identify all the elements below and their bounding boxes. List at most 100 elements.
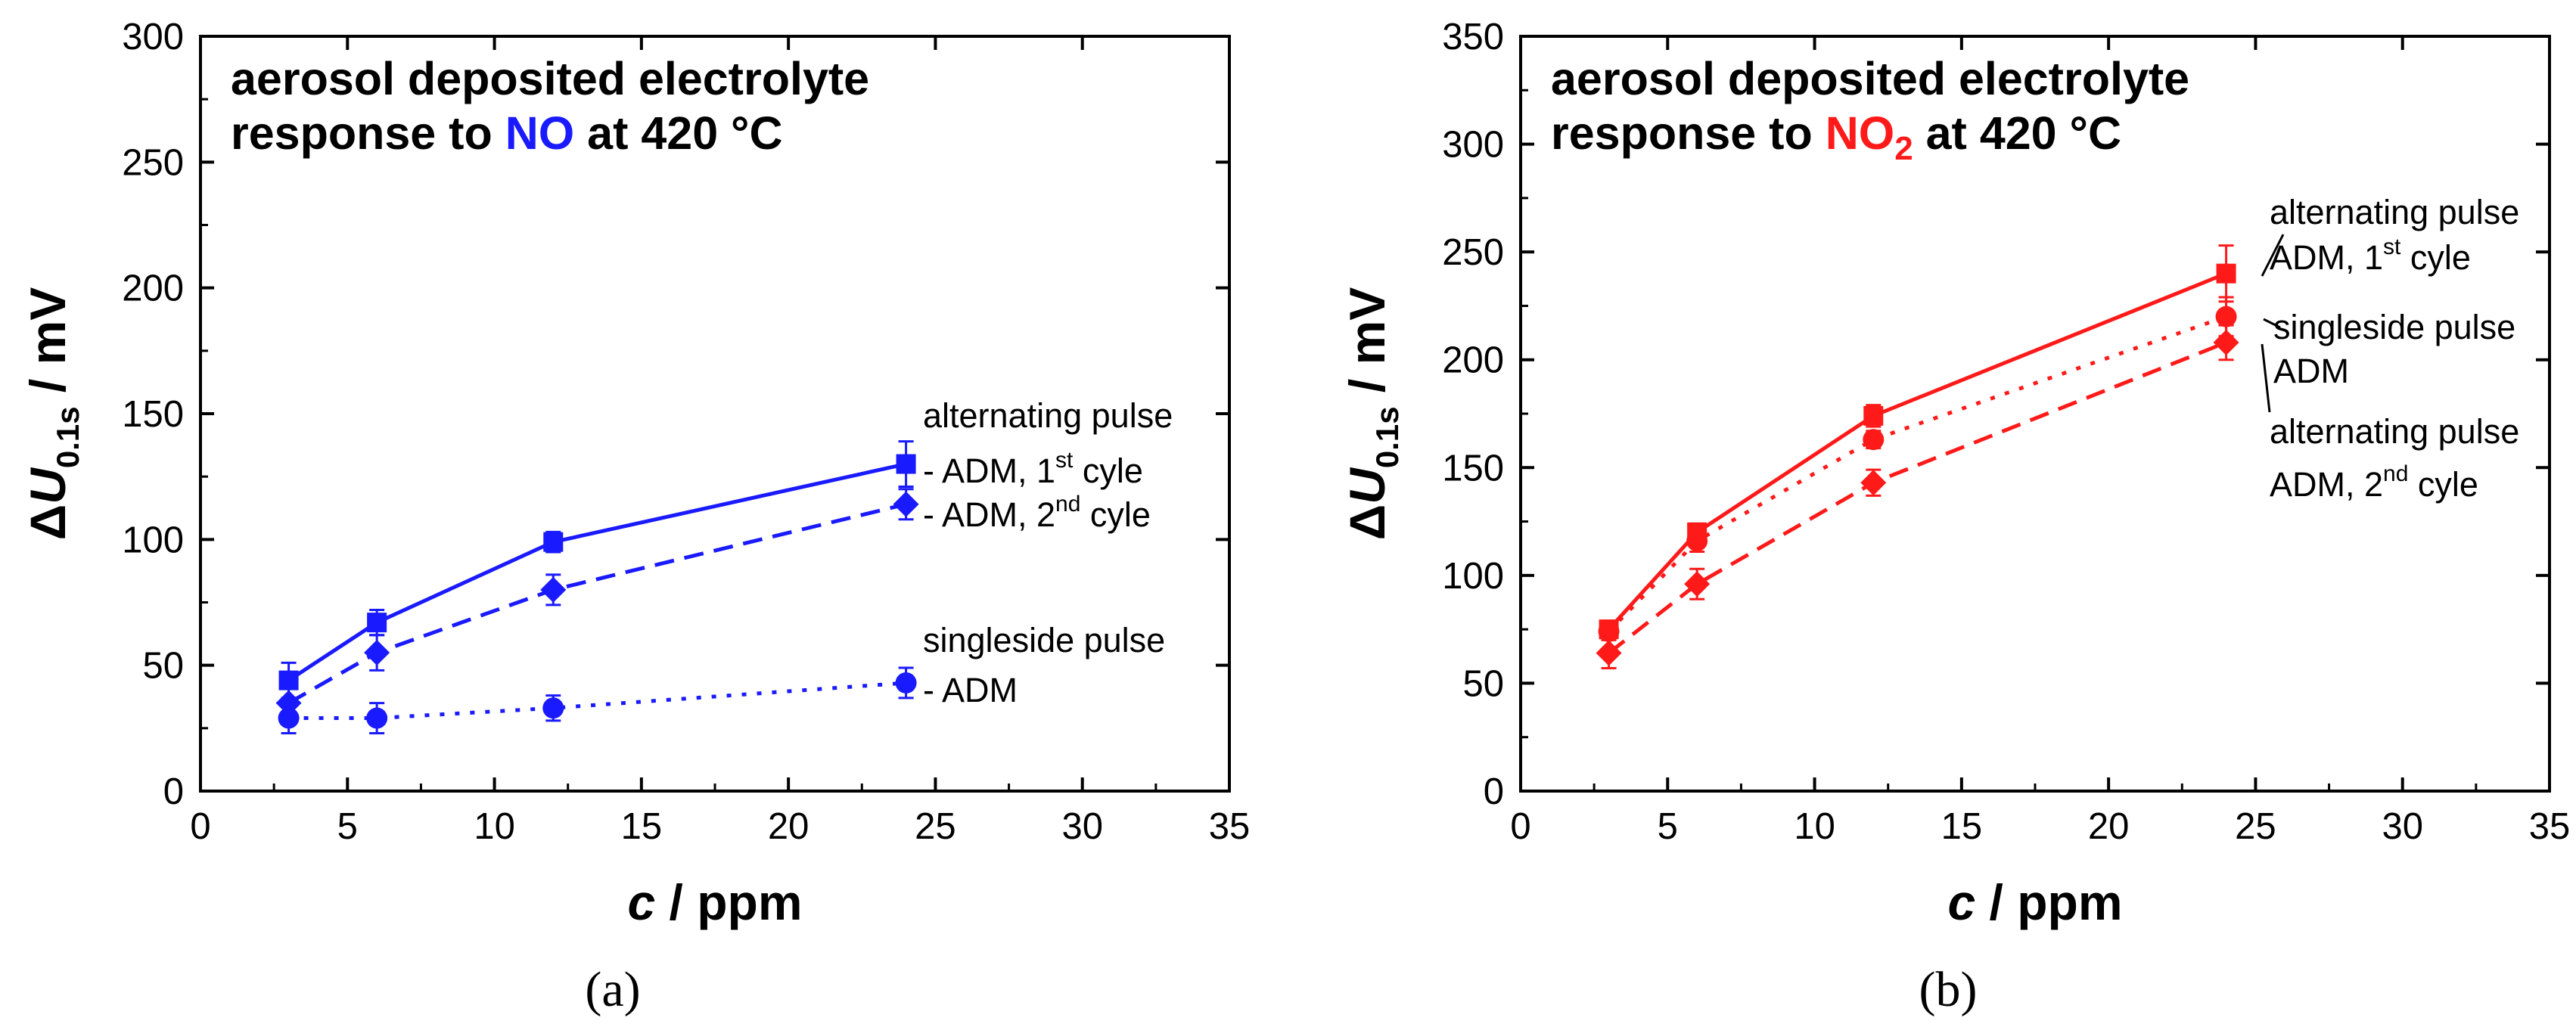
panel-b-caption: (b) — [1919, 962, 1978, 1017]
panel-b-x-tick-label: 10 — [1794, 806, 1835, 847]
panel-b-y-tick-label: 300 — [1442, 125, 1504, 166]
panel-a-y-tick-label: 250 — [122, 142, 184, 183]
panel-b-point-circle — [1863, 429, 1885, 451]
panel-b-y-tick-label: 350 — [1442, 17, 1504, 57]
panel-a-title-line1: aerosol deposited electrolyte — [231, 53, 869, 104]
panel-b-x-tick-label: 20 — [2088, 806, 2130, 847]
panel-a-x-tick-label: 5 — [337, 806, 358, 847]
panel-a-x-tick-label: 25 — [915, 806, 956, 847]
panel-b-title-pre: response to — [1551, 107, 1826, 159]
panel-b-annotation-adm: ADM — [2273, 352, 2349, 390]
a-ann-3-part: cyle — [1080, 495, 1151, 534]
b-ann-4-part: ADM — [2273, 352, 2349, 390]
panel-a-annotation-1st-cycle: - ADM, 1st cyle — [923, 448, 1143, 490]
panel-b-annotation-1st-cycle: ADM, 1st cyle — [2270, 234, 2471, 277]
panel-a-annotation-alternating: alternating pulse — [923, 396, 1173, 435]
panel-b-annotation-leader-3 — [2261, 343, 2271, 413]
panel-b-x-tick-label: 0 — [1510, 806, 1530, 847]
panel-b-x-axis-title: c / ppm — [1947, 874, 2122, 930]
panel-a-y-axis-title: ΔU0.1s / mV — [20, 287, 85, 541]
panel-a-point-diamond — [364, 640, 390, 666]
b-ann-6-part: ADM, 2 — [2270, 465, 2383, 504]
panel-b-series-line-circle — [1607, 315, 2227, 633]
a-ann-3-part: - ADM, 2 — [923, 495, 1055, 534]
a-ann-1-part: alternating pulse — [923, 396, 1173, 435]
panel-a-y-tick-label: 50 — [142, 646, 184, 687]
panel-a-x-tick-label: 30 — [1061, 806, 1103, 847]
b-ann-2-part: st — [2383, 234, 2401, 259]
a-ann-5-part: - ADM — [923, 671, 1018, 709]
panel-b-series-layer — [1596, 244, 2239, 669]
panel-a-x-tick-label: 10 — [474, 806, 515, 847]
panel-b-point-diamond — [2213, 329, 2239, 355]
panel-b-x-tick-label: 15 — [1941, 806, 1983, 847]
panel-a-series-layer — [275, 440, 919, 734]
panel-a-series-line-square — [287, 462, 907, 682]
panel-b-title-line1: aerosol deposited electrolyte — [1551, 53, 2189, 104]
panel-a-point-circle — [366, 707, 388, 729]
panel-b-y-unit: / mV — [1339, 287, 1395, 407]
panel-b-annotation-leader-1 — [2261, 234, 2285, 277]
panel-b-y-axis-title: ΔU0.1s / mV — [1339, 287, 1405, 541]
panel-a-x-tick-label: 0 — [190, 806, 210, 847]
panel-a-chart: 0 5 10 15 20 25 30 35 0 50 100 150 200 250 300 aerosol… — [20, 17, 1250, 1017]
panel-a-x-tick-label: 35 — [1209, 806, 1251, 847]
a-ann-2-part: cyle — [1073, 451, 1143, 490]
panel-b-series-line-square — [1607, 272, 2227, 631]
panel-b-x-unit: / ppm — [1975, 874, 2122, 930]
panel-a-point-square — [543, 532, 564, 552]
panel-a-caption: (a) — [585, 962, 640, 1017]
panel-a-x-tick-label: 20 — [768, 806, 809, 847]
b-ann-3-part: singleside pulse — [2273, 308, 2515, 346]
panel-b-annotation-alternating-1: alternating pulse — [2270, 193, 2519, 231]
panel-b-point-square — [1863, 405, 1884, 426]
panel-b-y-delta: Δ — [1339, 504, 1395, 540]
panel-b-annotation-2nd-cycle: ADM, 2nd cyle — [2270, 461, 2478, 504]
b-ann-6-part: cyle — [2408, 465, 2478, 504]
panel-a-point-square — [896, 454, 916, 474]
panel-a-title-line2: response to NO at 420 °C — [231, 107, 783, 159]
a-ann-4-part: singleside pulse — [923, 621, 1165, 659]
panel-b-x-tick-label: 35 — [2529, 806, 2571, 847]
panel-b-title-gas-sub: 2 — [1894, 130, 1913, 167]
panel-a-y-tick-label: 150 — [122, 394, 184, 435]
panel-b-x-tick-label: 5 — [1658, 806, 1678, 847]
panel-a-title-gas: NO — [505, 107, 575, 159]
panel-a-point-diamond — [893, 491, 919, 517]
b-ann-5-part: alternating pulse — [2270, 412, 2519, 451]
panel-a-point-circle — [895, 672, 917, 694]
panel-b-y-tick-label: 50 — [1462, 663, 1504, 704]
panel-b-y-var: U — [1339, 467, 1395, 504]
b-ann-2-part: cyle — [2400, 238, 2471, 277]
panel-b-point-circle — [1686, 530, 1708, 552]
panel-b-annotation-leader-2 — [2263, 318, 2281, 329]
a-ann-2-part: - ADM, 1 — [923, 451, 1055, 490]
b-ann-2-part: ADM, 1 — [2270, 238, 2383, 277]
panel-b-x-var: c — [1947, 874, 1975, 930]
panel-a-annotation-2nd-cycle: - ADM, 2nd cyle — [923, 492, 1151, 534]
panel-a-point-diamond — [540, 576, 567, 603]
panel-b-series-line-diamond — [1608, 340, 2227, 655]
panel-a-y-tick-label: 300 — [122, 17, 184, 57]
panel-b-y-tick-label: 100 — [1442, 556, 1504, 597]
panel-a-series-line-diamond — [287, 502, 907, 705]
panel-b-title-gas: NO — [1826, 107, 1895, 159]
panel-b-y-sub: 0.1s — [1369, 406, 1405, 468]
panel-b-title-post: at 420 °C — [1913, 107, 2121, 159]
a-ann-2-part: st — [1055, 448, 1074, 473]
panel-b-y-tick-label: 200 — [1442, 340, 1504, 381]
b-ann-1-part: alternating pulse — [2270, 193, 2519, 231]
panel-b-y-tick-label: 0 — [1484, 771, 1504, 812]
panel-a-x-unit: / ppm — [655, 874, 802, 930]
panel-a-annotation-adm: - ADM — [923, 671, 1018, 709]
panel-b-annotation-singleside: singleside pulse — [2273, 308, 2515, 346]
b-ann-6-part: nd — [2383, 461, 2408, 486]
panel-a-x-var: c — [627, 874, 655, 930]
panel-a-series-line-circle — [288, 681, 906, 721]
a-ann-3-part: nd — [1055, 492, 1080, 517]
panel-b-point-diamond — [1684, 571, 1711, 597]
panel-b-point-circle — [2215, 306, 2237, 327]
panel-a-point-square — [367, 613, 387, 633]
panel-a-point-circle — [542, 697, 564, 719]
